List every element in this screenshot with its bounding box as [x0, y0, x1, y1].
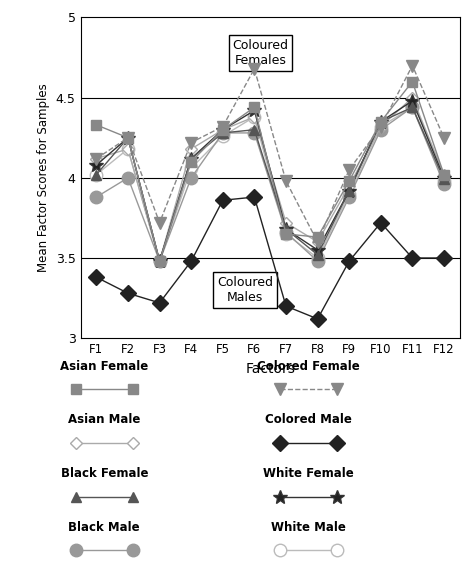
Y-axis label: Mean Factor Scores for Samples: Mean Factor Scores for Samples — [37, 83, 50, 272]
X-axis label: Factors: Factors — [245, 361, 295, 375]
Text: Coloured
Females: Coloured Females — [233, 38, 289, 67]
Text: Coloured
Males: Coloured Males — [217, 276, 273, 304]
Text: Black Male: Black Male — [68, 521, 140, 533]
Text: Black Female: Black Female — [61, 467, 148, 480]
Text: Colored Female: Colored Female — [257, 360, 359, 373]
Text: Asian Male: Asian Male — [68, 413, 140, 426]
Text: White Male: White Male — [271, 521, 346, 533]
Text: White Female: White Female — [263, 467, 354, 480]
Text: Asian Female: Asian Female — [60, 360, 148, 373]
Text: Colored Male: Colored Male — [264, 413, 352, 426]
